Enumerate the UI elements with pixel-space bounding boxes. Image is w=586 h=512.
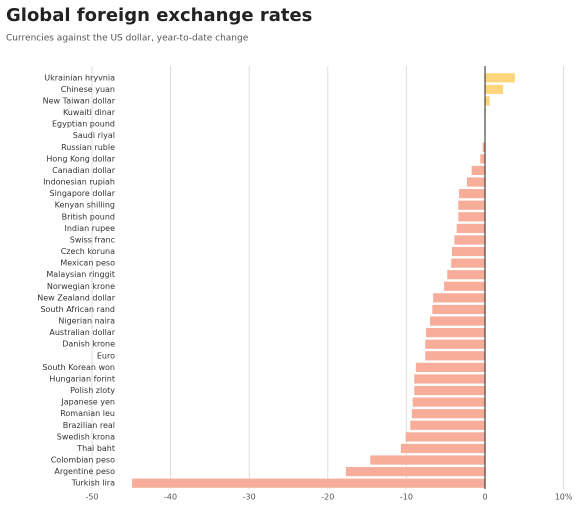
bar (459, 189, 485, 199)
bar (411, 409, 485, 419)
category-label: Norwegian krone (47, 282, 115, 291)
x-tick-label: -10 (400, 493, 413, 502)
category-label: Romanian leu (60, 409, 115, 418)
category-label: Russian ruble (61, 143, 115, 152)
category-label: Chinese yuan (61, 85, 115, 94)
bar (429, 316, 485, 326)
chart-subtitle: Currencies against the US dollar, year-t… (6, 34, 249, 44)
x-tick-label: -30 (243, 493, 256, 502)
category-label: Saudi riyal (73, 131, 115, 140)
bar (480, 154, 485, 164)
bar (400, 443, 485, 454)
bar (444, 281, 485, 291)
category-label: Kuwaiti dinar (63, 108, 116, 117)
bar (482, 142, 485, 152)
category-label: Czech koruna (61, 247, 115, 256)
x-tick-label: -50 (85, 493, 98, 502)
category-label: British pound (62, 212, 115, 221)
category-label: South African rand (40, 305, 115, 314)
x-tick-label: 10% (555, 493, 573, 502)
category-label: Japanese yen (60, 398, 115, 407)
category-label: Brazilian real (63, 421, 115, 430)
bar (451, 246, 485, 257)
category-label: Nigerian naira (58, 317, 115, 326)
bar (410, 420, 485, 430)
bar (471, 165, 485, 176)
category-label: New Zealand dollar (37, 293, 115, 302)
bar (466, 177, 485, 187)
bar (485, 84, 504, 94)
category-label: New Taiwan dollar (43, 96, 116, 105)
category-label: Colombian peso (51, 456, 115, 465)
bar (456, 223, 485, 233)
bar (485, 73, 515, 83)
category-label: Malaysian ringgit (46, 270, 115, 279)
category-label: Thai baht (76, 444, 115, 453)
category-label: Egyptian pound (52, 120, 115, 129)
category-label: Singapore dollar (49, 189, 115, 198)
category-label: Kenyan shilling (55, 201, 115, 210)
bar (414, 374, 485, 384)
category-label: Swedish krona (57, 432, 115, 441)
x-tick-label: -40 (164, 493, 177, 502)
bar (405, 432, 485, 442)
category-label: Polish zloty (70, 386, 115, 395)
bar (433, 293, 485, 303)
category-label: Indian rupee (64, 224, 115, 233)
bar (447, 270, 485, 280)
bar (415, 362, 485, 372)
category-label: South Korean won (42, 363, 115, 372)
category-label: Hungarian forint (49, 374, 115, 383)
bar (454, 235, 485, 245)
category-label: Turkish lira (71, 479, 115, 488)
bar (485, 96, 490, 106)
category-label: Danish krone (62, 340, 115, 349)
x-tick-label: -20 (321, 493, 334, 502)
category-label: Hong Kong dollar (46, 154, 115, 163)
bar (426, 328, 485, 338)
bar (132, 478, 485, 488)
bar (458, 212, 485, 222)
category-label: Swiss franc (70, 235, 115, 244)
bar (345, 467, 485, 477)
bar (451, 258, 485, 268)
bar (458, 200, 485, 210)
category-label: Euro (97, 351, 115, 360)
category-label: Australian dollar (49, 328, 115, 337)
bar (412, 397, 485, 407)
bar (425, 339, 485, 349)
bar (370, 455, 485, 465)
category-label: Indonesian rupiah (43, 178, 115, 187)
bar (432, 304, 485, 315)
bar (425, 351, 485, 361)
category-label: Argentine peso (54, 467, 115, 476)
bar (414, 385, 485, 396)
category-label: Ukrainian hryvnia (44, 73, 115, 82)
category-label: Mexican peso (60, 259, 115, 268)
x-tick-label: 0 (482, 493, 487, 502)
category-label: Canadian dollar (52, 166, 116, 175)
chart-title: Global foreign exchange rates (6, 5, 312, 26)
